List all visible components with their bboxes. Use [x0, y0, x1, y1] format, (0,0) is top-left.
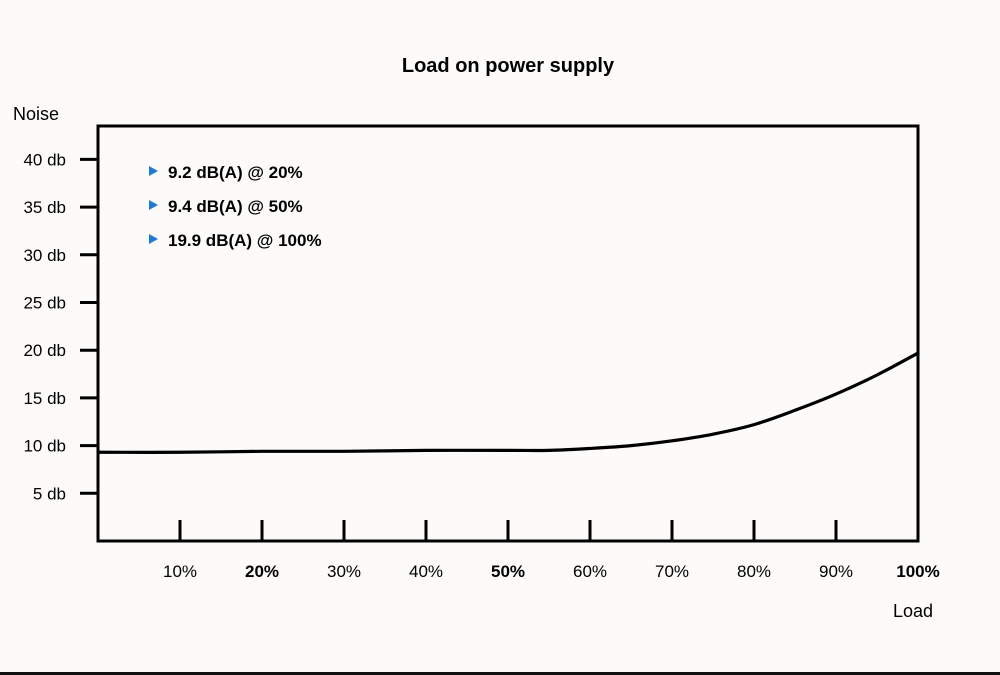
y-tick-label: 35 db	[23, 198, 66, 217]
annotation-marker-icon	[149, 200, 158, 210]
annotation-text: 19.9 dB(A) @ 100%	[168, 231, 322, 250]
annotation-marker-icon	[149, 234, 158, 244]
y-tick-label: 5 db	[33, 484, 66, 503]
x-tick-label: 60%	[573, 562, 607, 581]
annotation-marker-icon	[149, 166, 158, 176]
chart-title: Load on power supply	[402, 55, 615, 77]
bottom-divider	[0, 672, 1000, 675]
series-layer	[96, 351, 920, 454]
y-tick-label: 40 db	[23, 150, 66, 169]
y-tick-label: 20 db	[23, 341, 66, 360]
y-tick-label: 30 db	[23, 246, 66, 265]
x-tick-label: 30%	[327, 562, 361, 581]
annotation-list: 9.2 dB(A) @ 20% 9.4 dB(A) @ 50% 19.9 dB(A)…	[149, 163, 322, 250]
x-tick-label: 70%	[655, 562, 689, 581]
x-tick-label: 50%	[491, 562, 525, 581]
x-tick-label: 40%	[409, 562, 443, 581]
y-tick-label: 15 db	[23, 389, 66, 408]
y-axis-ticks: 5 db 10 db 15 db 20 db 25 db 30 db 35 db 40 db	[23, 150, 98, 503]
x-tick-label: 100%	[896, 562, 939, 581]
x-axis-ticks: 10% 20% 30% 40% 50% 60% 70% 80% 90% 100%	[163, 520, 940, 581]
y-tick-label: 10 db	[23, 437, 66, 456]
annotation-text: 9.4 dB(A) @ 50%	[168, 197, 303, 216]
x-tick-label: 80%	[737, 562, 771, 581]
x-tick-label: 20%	[245, 562, 279, 581]
x-tick-label: 90%	[819, 562, 853, 581]
y-tick-label: 25 db	[23, 293, 66, 312]
annotation-text: 9.2 dB(A) @ 20%	[168, 163, 303, 182]
plot-frame	[96, 124, 920, 543]
series-line	[96, 351, 920, 454]
x-axis-label: Load	[893, 601, 933, 621]
y-axis-label: Noise	[13, 104, 59, 124]
x-tick-label: 10%	[163, 562, 197, 581]
